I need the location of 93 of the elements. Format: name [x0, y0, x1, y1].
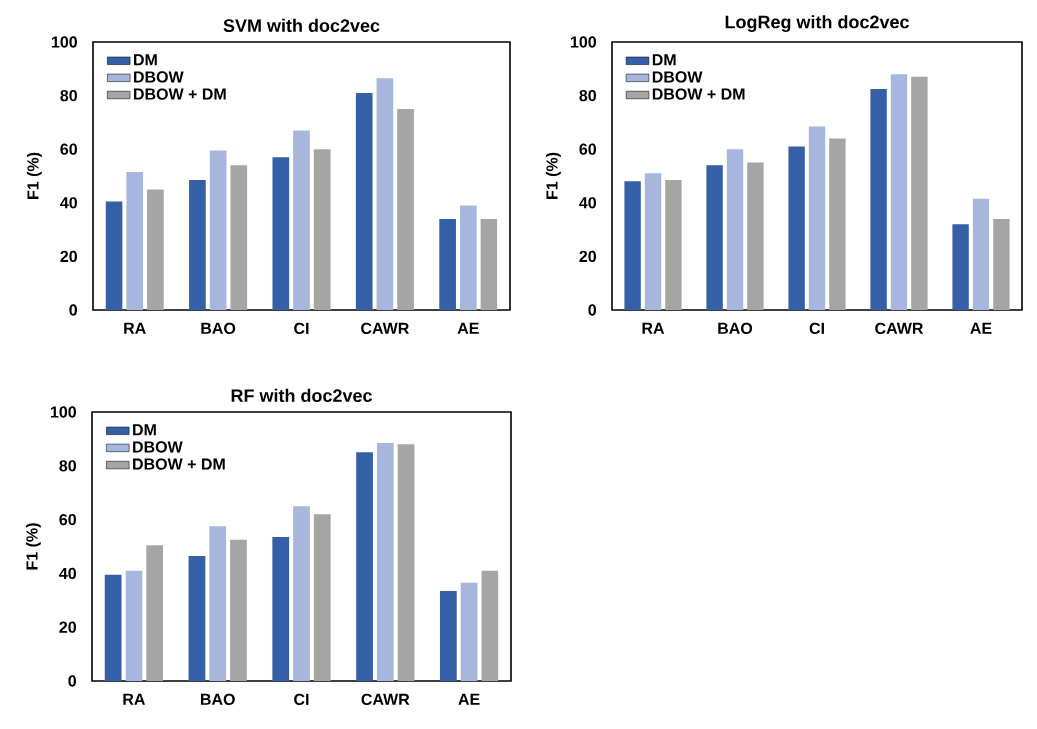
bar — [481, 570, 499, 681]
legend-label: DM — [134, 54, 157, 66]
bar — [272, 537, 290, 681]
bar — [209, 526, 227, 681]
x-tick-label: RA — [124, 322, 146, 334]
bar — [376, 78, 394, 310]
bar — [952, 224, 969, 310]
bar — [480, 218, 498, 310]
bar — [870, 88, 887, 310]
chart-title: SVM with doc2vec — [223, 18, 380, 32]
bar — [624, 181, 641, 310]
bar — [972, 198, 990, 310]
y-tick-label: 100 — [51, 36, 77, 48]
bar — [293, 130, 310, 310]
x-tick-label: AE — [457, 322, 479, 334]
x-tick-label: RA — [123, 693, 146, 705]
y-tick-label: 60 — [59, 513, 76, 526]
bar — [147, 189, 164, 310]
bar — [376, 442, 394, 681]
chart-title: LogReg with doc2vec — [725, 15, 909, 32]
legend-label: DM — [133, 424, 156, 436]
bar — [726, 149, 744, 310]
legend-label: DBOW + DM — [652, 88, 745, 100]
bar — [788, 146, 805, 310]
bar — [272, 157, 290, 310]
bar — [293, 506, 310, 681]
legend-label: DBOW — [134, 71, 184, 83]
y-tick-label: 20 — [579, 250, 596, 263]
y-tick-label: 100 — [50, 406, 76, 418]
y-tick-label: 20 — [60, 250, 77, 263]
bar — [230, 165, 248, 310]
y-tick-label: 60 — [60, 143, 77, 155]
bar — [230, 539, 247, 681]
bar — [104, 574, 122, 681]
bar — [644, 173, 662, 310]
x-tick-label: CI — [294, 322, 309, 335]
legend-label: DBOW + DM — [134, 88, 226, 100]
x-tick-label: CI — [809, 322, 824, 335]
legend-label: DM — [652, 54, 676, 66]
bar — [439, 218, 456, 310]
bar — [460, 582, 478, 681]
bar — [209, 150, 227, 310]
y-tick-label: 100 — [570, 36, 596, 48]
legend-label: DBOW — [652, 71, 703, 83]
y-tick-label: 80 — [60, 89, 77, 102]
bar — [313, 514, 331, 681]
x-tick-label: AE — [458, 693, 480, 705]
x-tick-label: RA — [642, 322, 665, 334]
bar — [105, 201, 123, 310]
y-tick-label: 80 — [59, 460, 76, 472]
bar — [125, 570, 143, 681]
bar — [356, 452, 373, 681]
bar — [808, 126, 826, 310]
bar — [911, 76, 928, 310]
bar — [188, 555, 206, 681]
y-tick-label: 0 — [68, 675, 76, 687]
legend-label: DBOW + DM — [133, 458, 225, 470]
bar — [747, 162, 764, 310]
bar — [397, 444, 415, 681]
x-tick-label: CI — [294, 693, 309, 706]
bar — [459, 205, 477, 310]
chart-title: RF with doc2vec — [231, 388, 372, 402]
bar — [397, 108, 414, 310]
x-tick-label: CAWR — [875, 322, 924, 335]
y-tick-label: 80 — [579, 89, 596, 102]
y-axis-title: F1 (%) — [25, 523, 41, 570]
x-tick-label: CAWR — [361, 693, 410, 706]
x-tick-label: BAO — [200, 693, 235, 706]
y-tick-label: 20 — [59, 621, 76, 633]
y-axis-title: F1 (%) — [26, 152, 42, 199]
bar — [665, 180, 682, 310]
bar — [706, 165, 723, 310]
y-axis-title: F1 (%) — [545, 152, 561, 199]
y-tick-label: 60 — [579, 143, 596, 155]
bar — [126, 171, 144, 310]
x-tick-label: CAWR — [361, 322, 410, 335]
bar — [829, 138, 846, 310]
bar — [993, 218, 1010, 310]
bar — [355, 92, 373, 310]
y-tick-label: 0 — [588, 304, 596, 316]
bar — [890, 74, 908, 310]
bar — [439, 590, 457, 681]
y-tick-label: 40 — [60, 197, 77, 209]
y-tick-label: 40 — [579, 197, 596, 209]
bar — [189, 180, 206, 310]
y-tick-label: 40 — [59, 567, 76, 580]
bar — [313, 149, 331, 310]
bar — [146, 545, 164, 681]
y-tick-label: 0 — [69, 304, 77, 316]
x-tick-label: BAO — [718, 322, 753, 335]
x-tick-label: AE — [970, 322, 992, 334]
legend-label: DBOW — [133, 441, 183, 453]
x-tick-label: BAO — [201, 322, 236, 335]
